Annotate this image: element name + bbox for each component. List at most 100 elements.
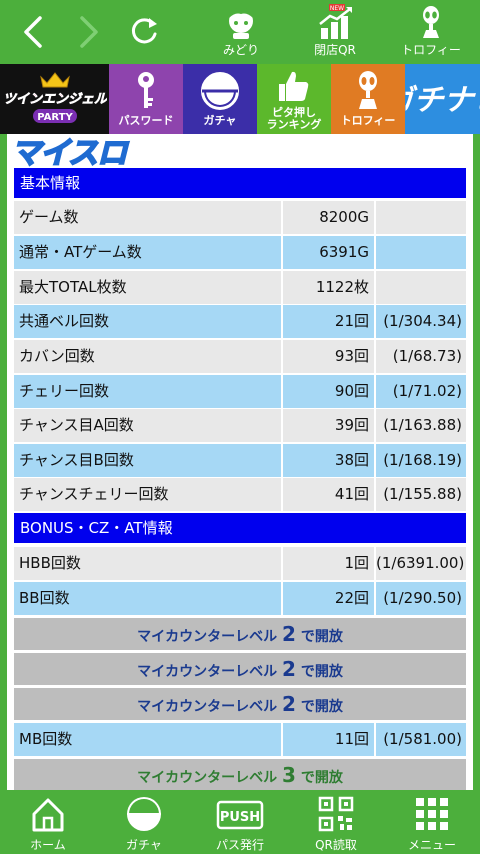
row-label: HBB回数 xyxy=(14,547,281,580)
table-row: チャンスチェリー回数 41回 (1/155.88) xyxy=(14,478,466,511)
section-header-basic: 基本情報 xyxy=(14,168,466,198)
category-trophy[interactable]: トロフィー xyxy=(331,64,405,134)
table-row: 通常・ATゲーム数 6391G xyxy=(14,236,466,269)
top-item-closing-qr[interactable]: NEW 閉店QR xyxy=(290,4,380,62)
tab-menu[interactable]: メニュー xyxy=(384,794,480,852)
category-twin-angel-party[interactable]: ツインエンジェル PARTY xyxy=(0,64,109,134)
top-item-label: 閉店QR xyxy=(314,43,356,57)
locked-level: 2 xyxy=(282,622,296,646)
ranking-chart-icon: NEW xyxy=(319,4,352,39)
tab-label: QR読取 xyxy=(315,838,357,852)
row-value: 1122枚 xyxy=(283,271,374,304)
trophy-alien-icon xyxy=(359,71,377,109)
row-label: チャンスチェリー回数 xyxy=(14,478,281,511)
row-label: カバン回数 xyxy=(14,340,281,373)
row-value: 11回 xyxy=(283,723,374,756)
gacha-ball-icon xyxy=(201,72,239,110)
main-content: マイスロ 基本情報 ゲーム数 8200G 通常・ATゲーム数 6391G 最大T… xyxy=(0,134,480,790)
row-value: 90回 xyxy=(283,375,374,408)
row-ratio: (1/168.19) xyxy=(376,444,466,477)
row-ratio xyxy=(376,236,466,269)
locked-row: マイカウンターレベル 2 で開放 xyxy=(14,652,466,685)
key-icon xyxy=(138,72,154,108)
row-label: MB回数 xyxy=(14,723,281,756)
locked-row: マイカウンターレベル 2 で開放 xyxy=(14,687,466,720)
row-ratio: (1/155.88) xyxy=(376,478,466,511)
row-value: 6391G xyxy=(283,236,374,269)
tab-label: パス発行 xyxy=(215,838,264,852)
locked-level: 3 xyxy=(282,763,296,787)
locked-level: 2 xyxy=(282,657,296,681)
forward-button[interactable] xyxy=(66,10,110,54)
row-label: ゲーム数 xyxy=(14,201,281,234)
table-row: MB回数 11回 (1/581.00) xyxy=(14,723,466,756)
row-label: チェリー回数 xyxy=(14,375,281,408)
row-value: 41回 xyxy=(283,478,374,511)
locked-prefix: マイカウンターレベル xyxy=(137,629,278,645)
tab-qr-read[interactable]: QR読取 xyxy=(288,794,384,852)
bottom-tab-bar: ホーム ガチャ PUSH パス発行 QR読取 メニュー xyxy=(0,790,480,854)
tab-label: ホーム xyxy=(30,838,66,852)
push-text: PUSH xyxy=(220,810,260,825)
tab-label: ガチャ xyxy=(126,838,162,852)
chevron-right-icon xyxy=(80,16,98,48)
category-password[interactable]: パスワード xyxy=(109,64,183,134)
row-label: チャンス目A回数 xyxy=(14,409,281,442)
locked-row: マイカウンターレベル 3 で開放 xyxy=(14,758,466,790)
tab-pass-issue[interactable]: PUSH パス発行 xyxy=(192,794,288,852)
category-pita-ranking[interactable]: ピタ押し ランキング xyxy=(257,64,331,134)
menu-grid-icon xyxy=(416,798,448,830)
top-item-trophy[interactable]: トロフィー xyxy=(386,4,476,62)
myslo-logo: マイスロ xyxy=(7,134,473,172)
myslo-logo-text: マイスロ xyxy=(10,135,128,172)
row-value: 93回 xyxy=(283,340,374,373)
locked-level: 2 xyxy=(282,692,296,716)
row-value: 21回 xyxy=(283,305,374,338)
locked-suffix: で開放 xyxy=(300,699,343,715)
home-icon xyxy=(32,798,64,832)
tab-home[interactable]: ホーム xyxy=(0,794,96,852)
qr-code-icon xyxy=(318,796,354,832)
row-ratio: (1/581.00) xyxy=(376,723,466,756)
party-logo-text-1: ツインエンジェル xyxy=(3,92,107,107)
locked-prefix: マイカウンターレベル xyxy=(137,664,278,680)
category-gacha[interactable]: ガチャ xyxy=(183,64,257,134)
top-item-label: トロフィー xyxy=(401,43,461,57)
locked-suffix: で開放 xyxy=(300,629,343,645)
row-value: 8200G xyxy=(283,201,374,234)
data-panel: マイスロ 基本情報 ゲーム数 8200G 通常・ATゲーム数 6391G 最大T… xyxy=(7,134,473,790)
new-badge: NEW xyxy=(330,5,344,12)
row-value: 39回 xyxy=(283,409,374,442)
row-ratio: (1/6391.00) xyxy=(376,547,466,580)
table-row: チャンス目B回数 38回 (1/168.19) xyxy=(14,444,466,477)
section-header-bonus: BONUS・CZ・AT情報 xyxy=(14,513,466,543)
table-row: 共通ベル回数 21回 (1/304.34) xyxy=(14,305,466,338)
top-item-midori[interactable]: みどり xyxy=(196,4,286,62)
locked-row: マイカウンターレベル 2 で開放 xyxy=(14,617,466,650)
push-pass-icon: PUSH xyxy=(216,800,264,830)
trophy-alien-icon xyxy=(423,6,439,38)
row-value: 38回 xyxy=(283,444,374,477)
thumbs-up-icon xyxy=(279,71,309,101)
category-gachinavi[interactable]: ガチナビ xyxy=(405,64,480,134)
category-label: ガチャ xyxy=(203,114,237,127)
table-row: BB回数 22回 (1/290.50) xyxy=(14,582,466,615)
top-item-label: みどり xyxy=(222,43,259,57)
row-ratio: (1/68.73) xyxy=(376,340,466,373)
table-row: HBB回数 1回 (1/6391.00) xyxy=(14,547,466,580)
locked-prefix: マイカウンターレベル xyxy=(137,699,278,715)
row-ratio xyxy=(376,271,466,304)
row-ratio xyxy=(376,201,466,234)
table-row: 最大TOTAL枚数 1122枚 xyxy=(14,271,466,304)
category-bar: ツインエンジェル PARTY パスワード ガチャ ピタ押し ランキング xyxy=(0,64,480,134)
row-ratio: (1/163.88) xyxy=(376,409,466,442)
reload-button[interactable] xyxy=(122,10,166,54)
back-button[interactable] xyxy=(12,10,56,54)
row-label: 通常・ATゲーム数 xyxy=(14,236,281,269)
tab-gacha[interactable]: ガチャ xyxy=(96,794,192,852)
locked-suffix: で開放 xyxy=(300,770,343,786)
character-icon xyxy=(229,7,253,39)
reload-icon xyxy=(131,18,157,44)
table-row: チャンス目A回数 39回 (1/163.88) xyxy=(14,409,466,442)
top-bar: みどり NEW 閉店QR トロフィー xyxy=(0,0,480,64)
